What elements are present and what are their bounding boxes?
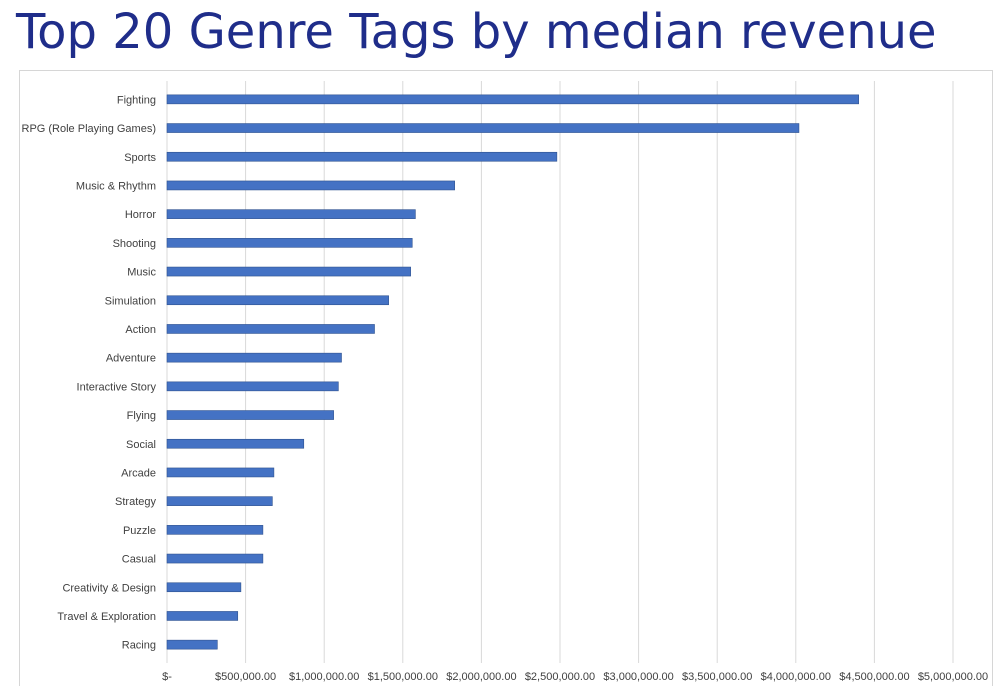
x-tick-label: $4,500,000.00 bbox=[839, 671, 909, 683]
bar bbox=[166, 496, 273, 506]
page-title: Top 20 Genre Tags by median revenue bbox=[16, 4, 937, 60]
category-label: Interactive Story bbox=[77, 381, 157, 393]
category-label: Creativity & Design bbox=[62, 582, 156, 594]
category-label: Adventure bbox=[106, 353, 156, 365]
category-label: Shooting bbox=[113, 238, 156, 250]
category-label: Travel & Exploration bbox=[57, 611, 156, 623]
bar bbox=[166, 209, 416, 219]
category-label: RPG (Role Playing Games) bbox=[22, 123, 157, 135]
bar bbox=[166, 381, 339, 392]
category-label: Casual bbox=[122, 554, 156, 566]
x-tick-label: $- bbox=[162, 671, 172, 683]
chart-frame: Fighting RPG (Role Playing Games) Sports Mu… bbox=[19, 70, 993, 686]
x-tick-labels: $- $500,000.00 $1,000,000.00 $1,500,000.00 $… bbox=[162, 671, 988, 683]
x-tick-label: $2,000,000.00 bbox=[446, 671, 516, 683]
bar bbox=[166, 611, 239, 621]
bar bbox=[166, 324, 375, 334]
bars bbox=[166, 94, 859, 650]
x-tick-label: $5,000,000.00 bbox=[918, 671, 988, 683]
category-label: Music bbox=[127, 267, 156, 279]
bar bbox=[166, 438, 305, 449]
bar bbox=[166, 467, 275, 478]
bar bbox=[166, 410, 334, 420]
x-tick-label: $1,500,000.00 bbox=[368, 671, 438, 683]
category-label: Horror bbox=[125, 209, 157, 221]
category-label: Racing bbox=[122, 640, 156, 652]
category-labels: Fighting RPG (Role Playing Games) Sports Mu… bbox=[22, 94, 157, 651]
category-label: Simulation bbox=[105, 295, 156, 307]
bar bbox=[166, 352, 342, 363]
category-label: Fighting bbox=[117, 94, 156, 106]
gridlines bbox=[166, 81, 954, 663]
bar bbox=[166, 525, 264, 535]
category-label: Puzzle bbox=[123, 525, 156, 537]
category-label: Flying bbox=[127, 410, 156, 422]
category-label: Social bbox=[126, 439, 156, 451]
bar bbox=[166, 582, 242, 593]
bar bbox=[166, 151, 558, 162]
x-tick-label: $3,500,000.00 bbox=[682, 671, 752, 683]
x-tick-label: $2,500,000.00 bbox=[525, 671, 595, 683]
category-label: Music & Rhythm bbox=[76, 180, 156, 192]
bar bbox=[166, 295, 389, 306]
bar bbox=[166, 553, 264, 564]
category-label: Strategy bbox=[115, 496, 156, 508]
category-label: Arcade bbox=[121, 467, 156, 479]
bar bbox=[166, 238, 413, 248]
category-label: Action bbox=[125, 324, 156, 336]
x-tick-label: $3,000,000.00 bbox=[603, 671, 673, 683]
bar bbox=[166, 94, 859, 105]
bar bbox=[166, 180, 455, 191]
category-label: Sports bbox=[124, 152, 156, 164]
bar-chart: Fighting RPG (Role Playing Games) Sports Mu… bbox=[22, 81, 988, 683]
x-tick-label: $4,000,000.00 bbox=[761, 671, 831, 683]
x-tick-label: $500,000.00 bbox=[215, 671, 276, 683]
x-tick-label: $1,000,000.00 bbox=[289, 671, 359, 683]
bar bbox=[166, 266, 411, 277]
bar bbox=[166, 639, 218, 650]
bar bbox=[166, 123, 800, 133]
